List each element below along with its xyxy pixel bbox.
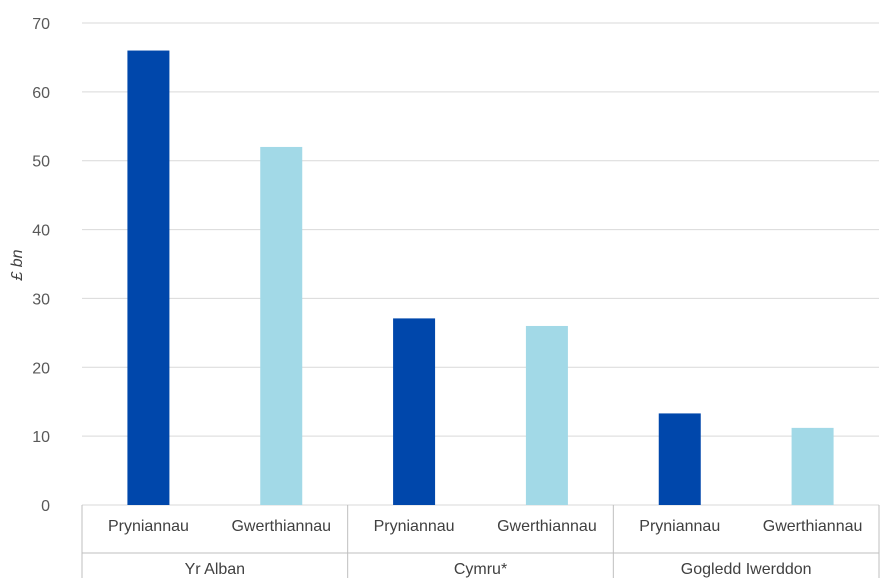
x-axis-categories: Pryniannau Gwerthiannau Yr Alban Pryniannau…	[81, 505, 880, 578]
y-tick-label: 10	[32, 429, 50, 446]
x-subcategory-label: Gwerthiannau	[763, 518, 863, 535]
bar	[525, 325, 568, 505]
gridlines	[82, 22, 879, 506]
y-tick-label: 0	[41, 498, 50, 515]
y-tick-label: 40	[32, 223, 50, 240]
x-subcategory-label: Pryniannau	[108, 518, 189, 535]
bars	[127, 50, 834, 506]
x-subcategory-label: Gwerthiannau	[231, 518, 331, 535]
bar	[127, 50, 170, 506]
y-axis-label: £ bn	[9, 249, 26, 281]
x-group-label: Gogledd Iwerddon	[681, 561, 812, 578]
y-tick-label: 70	[32, 16, 50, 33]
y-tick-label: 50	[32, 154, 50, 171]
x-group-label: Cymru*	[454, 561, 507, 578]
x-subcategory-label: Pryniannau	[374, 518, 455, 535]
bar	[393, 318, 436, 505]
y-tick-label: 30	[32, 291, 50, 308]
y-tick-label: 60	[32, 85, 50, 102]
y-tick-label: 20	[32, 360, 50, 377]
bar	[260, 146, 303, 505]
x-subcategory-label: Pryniannau	[639, 518, 720, 535]
x-group-label: Yr Alban	[185, 561, 245, 578]
y-axis-ticks: 0 10 20 30 40 50 60 70	[32, 16, 50, 515]
x-subcategory-label: Gwerthiannau	[497, 518, 597, 535]
bar	[791, 427, 834, 505]
bar	[658, 413, 701, 505]
